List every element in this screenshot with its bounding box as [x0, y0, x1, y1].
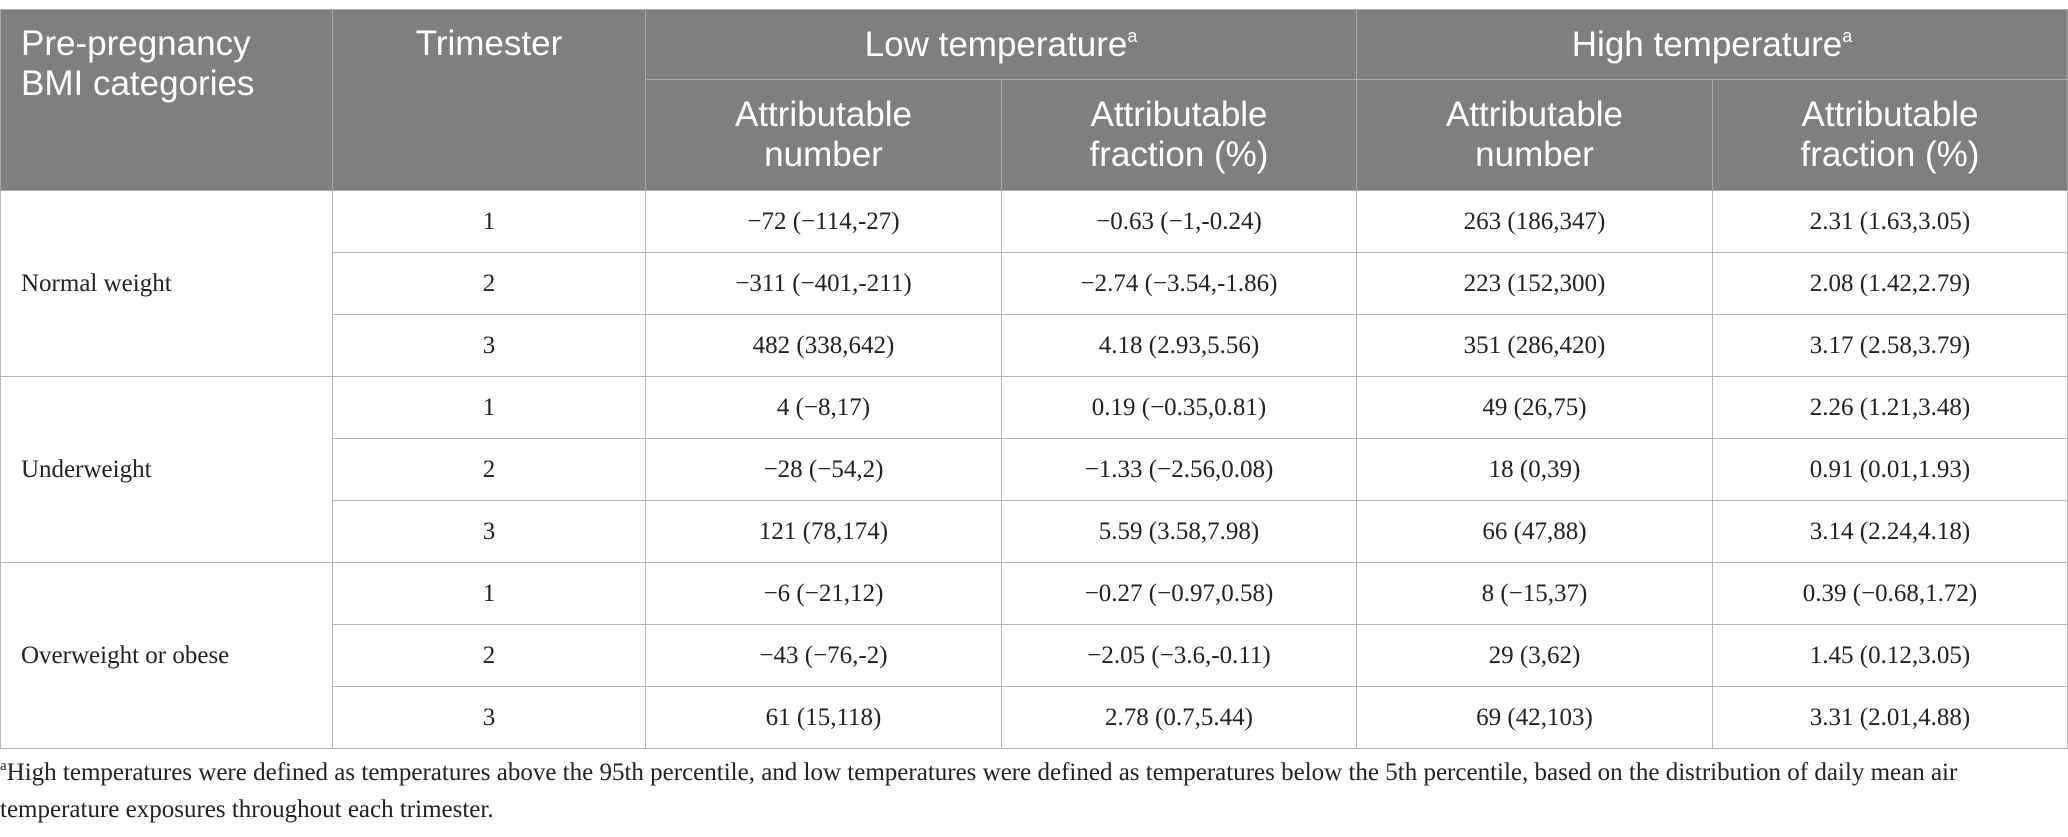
- trimester-cell: 3: [332, 500, 646, 563]
- data-row: 2 −43 (−76,-2) −2.05 (−3.6,-0.11) 29 (3,62)…: [1, 624, 2068, 687]
- value-cell: −2.05 (−3.6,-0.11): [1001, 624, 1357, 687]
- header-cell: Pre-pregnancy BMI categories: [0, 9, 333, 191]
- data-table: Pre-pregnancy BMI categories Trimester Low…: [0, 9, 2068, 749]
- header-cell: Trimester: [332, 9, 646, 191]
- footnote-text: High temperatures were defined as temper…: [0, 759, 1958, 823]
- value-cell: −43 (−76,-2): [645, 624, 1002, 687]
- group-label: High temperature: [1571, 24, 1843, 64]
- column-header: Attributable number: [645, 79, 1002, 191]
- trimester-cell: 1: [332, 562, 646, 625]
- data-row: 3 121 (78,174) 5.59 (3.58,7.98) 66 (47,88) 3…: [1, 500, 2068, 563]
- value-cell: 8 (−15,37): [1356, 562, 1713, 625]
- value-cell: 4 (−8,17): [645, 376, 1002, 439]
- group-label: Low temperature: [864, 24, 1128, 64]
- value-cell: −6 (−21,12): [645, 562, 1002, 625]
- table-header: Pre-pregnancy BMI categories Trimester Low…: [0, 9, 2068, 191]
- footnote: aHigh temperatures were defined as tempe…: [0, 754, 2050, 828]
- header-row: Pre-pregnancy BMI categories Trimester Low…: [0, 9, 2068, 191]
- trimester-cell: 2: [332, 438, 646, 501]
- value-cell: 2.08 (1.42,2.79): [1712, 252, 2068, 315]
- value-cell: −311 (−401,-211): [645, 252, 1002, 315]
- category-cell: Underweight: [0, 376, 333, 563]
- value-cell: −1.33 (−2.56,0.08): [1001, 438, 1357, 501]
- column-label: Attributable fraction (%): [1089, 95, 1269, 174]
- table-container: Pre-pregnancy BMI categories Trimester Low…: [0, 9, 2068, 749]
- column-label: Attributable number: [734, 95, 913, 174]
- trimester-cell: 3: [332, 314, 646, 377]
- value-cell: 0.19 (−0.35,0.81): [1001, 376, 1357, 439]
- value-cell: 3.14 (2.24,4.18): [1712, 500, 2068, 563]
- category-cell: Overweight or obese: [0, 562, 333, 749]
- value-cell: 263 (186,347): [1356, 190, 1713, 253]
- value-cell: −0.27 (−0.97,0.58): [1001, 562, 1357, 625]
- value-cell: 61 (15,118): [645, 686, 1002, 749]
- value-cell: 29 (3,62): [1356, 624, 1713, 687]
- header-text: Pre-pregnancy BMI categories: [21, 24, 255, 103]
- trimester-cell: 3: [332, 686, 646, 749]
- value-cell: 18 (0,39): [1356, 438, 1713, 501]
- value-cell: 4.18 (2.93,5.56): [1001, 314, 1357, 377]
- value-cell: 49 (26,75): [1356, 376, 1713, 439]
- trimester-cell: 1: [332, 376, 646, 439]
- value-cell: 0.91 (0.01,1.93): [1712, 438, 2068, 501]
- data-row: 3 61 (15,118) 2.78 (0.7,5.44) 69 (42,103) 3.…: [1, 686, 2068, 749]
- value-cell: −72 (−114,-27): [645, 190, 1002, 253]
- note-marker: a: [1842, 25, 1853, 46]
- value-cell: 5.59 (3.58,7.98): [1001, 500, 1357, 563]
- value-cell: 482 (338,642): [645, 314, 1002, 377]
- trimester-cell: 1: [332, 190, 646, 253]
- column-label: Attributable number: [1445, 95, 1624, 174]
- data-row: 3 482 (338,642) 4.18 (2.93,5.56) 351 (286,4…: [1, 314, 2068, 377]
- footnote-marker: a: [0, 758, 7, 774]
- value-cell: 2.26 (1.21,3.48): [1712, 376, 2068, 439]
- value-cell: 0.39 (−0.68,1.72): [1712, 562, 2068, 625]
- value-cell: 3.31 (2.01,4.88): [1712, 686, 2068, 749]
- column-header: Attributable number: [1356, 79, 1713, 191]
- trimester-cell: 2: [332, 624, 646, 687]
- group-header: High temperaturea: [1356, 9, 2068, 80]
- value-cell: 1.45 (0.12,3.05): [1712, 624, 2068, 687]
- value-cell: 3.17 (2.58,3.79): [1712, 314, 2068, 377]
- trimester-cell: 2: [332, 252, 646, 315]
- data-row: Normal weight 1 −72 (−114,-27) −0.63 (−1,-0…: [0, 190, 2068, 377]
- value-cell: 2.31 (1.63,3.05): [1712, 190, 2068, 253]
- data-row: Overweight or obese 1 −6 (−21,12) −0.27 (−0…: [0, 562, 2068, 749]
- value-cell: 66 (47,88): [1356, 500, 1713, 563]
- value-cell: −2.74 (−3.54,-1.86): [1001, 252, 1357, 315]
- category-cell: Normal weight: [0, 190, 333, 377]
- value-cell: −0.63 (−1,-0.24): [1001, 190, 1357, 253]
- value-cell: 223 (152,300): [1356, 252, 1713, 315]
- value-cell: 351 (286,420): [1356, 314, 1713, 377]
- column-label: Attributable fraction (%): [1800, 95, 1980, 174]
- value-cell: 2.78 (0.7,5.44): [1001, 686, 1357, 749]
- column-header: Attributable fraction (%): [1712, 79, 2068, 191]
- header-row: Attributable number Attributable fraction…: [1, 79, 2068, 191]
- data-row: Underweight 1 4 (−8,17) 0.19 (−0.35,0.81) 49…: [0, 376, 2068, 563]
- value-cell: 121 (78,174): [645, 500, 1002, 563]
- data-row: 2 −28 (−54,2) −1.33 (−2.56,0.08) 18 (0,39) 0…: [1, 438, 2068, 501]
- group-header: Low temperaturea: [645, 9, 1357, 80]
- table-body: Normal weight 1 −72 (−114,-27) −0.63 (−1,-0…: [0, 190, 2068, 749]
- note-marker: a: [1127, 25, 1138, 46]
- value-cell: 69 (42,103): [1356, 686, 1713, 749]
- column-header: Attributable fraction (%): [1001, 79, 1357, 191]
- value-cell: −28 (−54,2): [645, 438, 1002, 501]
